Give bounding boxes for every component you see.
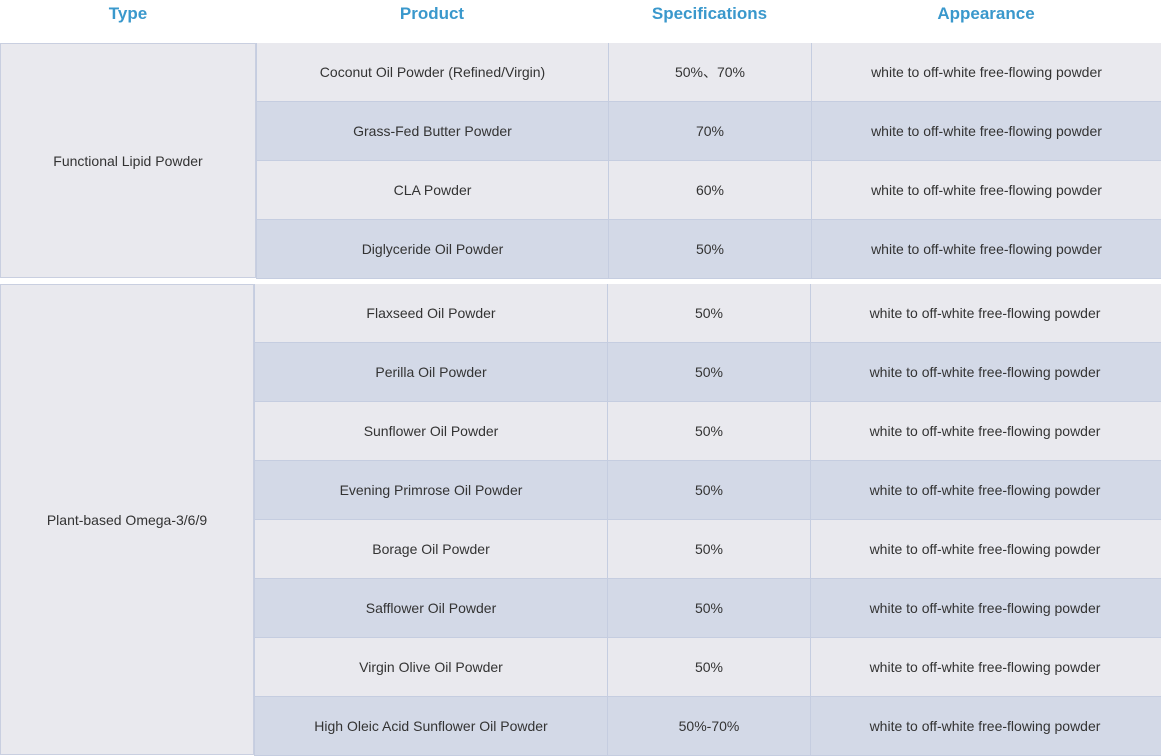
appearance-cell: white to off-white free-flowing powder (810, 520, 1159, 578)
header-specifications: Specifications (651, 4, 768, 23)
header-type: Type (108, 4, 148, 23)
specification-cell: 50% (607, 343, 810, 401)
specification-cell: 60% (608, 161, 811, 219)
specification-cell: 50%-70% (607, 697, 810, 755)
table-row: Evening Primrose Oil Powder 50% white to o… (254, 461, 1161, 520)
specification-cell: 50% (607, 284, 810, 342)
type-group: Plant-based Omega-3/6/9 Flaxseed Oil Powd… (0, 284, 1161, 756)
table-row: Diglyceride Oil Powder 50% white to off-wh… (256, 220, 1161, 279)
appearance-cell: white to off-white free-flowing powder (810, 343, 1159, 401)
specification-cell: 50%、70% (608, 43, 811, 101)
table-row: Flaxseed Oil Powder 50% white to off-white… (254, 284, 1161, 343)
specification-cell: 50% (607, 520, 810, 578)
product-cell: Sunflower Oil Powder (254, 402, 607, 460)
appearance-cell: white to off-white free-flowing powder (810, 284, 1159, 342)
type-cell: Plant-based Omega-3/6/9 (0, 284, 254, 755)
product-cell: Grass-Fed Butter Powder (256, 102, 608, 160)
table-row: Perilla Oil Powder 50% white to off-white … (254, 343, 1161, 402)
appearance-cell: white to off-white free-flowing powder (811, 220, 1161, 278)
product-cell: CLA Powder (256, 161, 608, 219)
table-row: Borage Oil Powder 50% white to off-white f… (254, 520, 1161, 579)
appearance-cell: white to off-white free-flowing powder (811, 161, 1161, 219)
product-cell: Perilla Oil Powder (254, 343, 607, 401)
header-appearance: Appearance (937, 4, 1035, 23)
product-cell: Evening Primrose Oil Powder (254, 461, 607, 519)
product-cell: Diglyceride Oil Powder (256, 220, 608, 278)
table-row: High Oleic Acid Sunflower Oil Powder 50%-… (254, 697, 1161, 756)
appearance-cell: white to off-white free-flowing powder (810, 638, 1159, 696)
specification-cell: 50% (607, 461, 810, 519)
appearance-cell: white to off-white free-flowing powder (811, 102, 1161, 160)
specification-cell: 50% (608, 220, 811, 278)
product-cell: High Oleic Acid Sunflower Oil Powder (254, 697, 607, 755)
header-product: Product (399, 4, 465, 23)
product-cell: Coconut Oil Powder (Refined/Virgin) (256, 43, 608, 101)
table-row: Sunflower Oil Powder 50% white to off-whit… (254, 402, 1161, 461)
appearance-cell: white to off-white free-flowing powder (810, 402, 1159, 460)
type-cell: Functional Lipid Powder (0, 43, 256, 278)
specification-cell: 50% (607, 638, 810, 696)
table-row: Safflower Oil Powder 50% white to off-whit… (254, 579, 1161, 638)
product-cell: Flaxseed Oil Powder (254, 284, 607, 342)
appearance-cell: white to off-white free-flowing powder (810, 697, 1159, 755)
table-row: Virgin Olive Oil Powder 50% white to off-w… (254, 638, 1161, 697)
specification-cell: 70% (608, 102, 811, 160)
table-row: CLA Powder 60% white to off-white free-flo… (256, 161, 1161, 220)
appearance-cell: white to off-white free-flowing powder (811, 43, 1161, 101)
table-header: Type Product Specifications Appearance (0, 0, 1161, 42)
product-cell: Virgin Olive Oil Powder (254, 638, 607, 696)
appearance-cell: white to off-white free-flowing powder (810, 579, 1159, 637)
product-cell: Safflower Oil Powder (254, 579, 607, 637)
table-row: Coconut Oil Powder (Refined/Virgin) 50%、7… (256, 43, 1161, 102)
product-cell: Borage Oil Powder (254, 520, 607, 578)
specification-cell: 50% (607, 402, 810, 460)
type-group: Functional Lipid Powder Coconut Oil Powde… (0, 43, 1161, 279)
table-row: Grass-Fed Butter Powder 70% white to off-w… (256, 102, 1161, 161)
appearance-cell: white to off-white free-flowing powder (810, 461, 1159, 519)
specification-cell: 50% (607, 579, 810, 637)
